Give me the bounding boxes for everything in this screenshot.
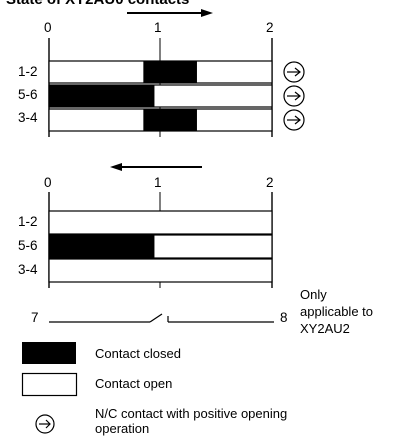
upper-tick-0: 0 (44, 20, 52, 35)
lower-direction-arrowhead (110, 163, 122, 171)
legend-positive-line-2: operation (95, 421, 150, 436)
diagram-title: State of XY2AU0 contacts (6, 0, 189, 8)
lower-row-label-5-6: 5-6 (18, 238, 38, 253)
upper-row-label-3-4: 3-4 (18, 110, 38, 125)
lower-timing-chart (48, 163, 273, 288)
upper-row-3-4-closed-0 (143, 109, 197, 131)
upper-direction-arrowhead (201, 9, 213, 17)
upper-row-1-2-positive-icon (283, 61, 305, 83)
upper-row-label-1-2: 1-2 (18, 64, 38, 79)
upper-row-5-6-closed-0 (49, 85, 155, 107)
upper-row-1-2-closed-0 (143, 61, 197, 83)
legend-graphics (21, 342, 78, 434)
switch-note-line-1: Only (300, 287, 327, 302)
upper-row-5-6-positive-icon (283, 85, 305, 107)
lower-tick-0: 0 (44, 175, 52, 190)
legend-closed-label: Contact closed (95, 346, 181, 361)
upper-row-label-5-6: 5-6 (18, 87, 38, 102)
legend-closed-swatch (22, 342, 76, 364)
lower-row-label-3-4: 3-4 (18, 262, 38, 277)
lower-tick-2: 2 (266, 175, 274, 190)
switch-symbol (49, 313, 274, 323)
switch-note-line-2: applicable to (300, 304, 373, 319)
lower-row-3-4-bar (48, 258, 273, 283)
lower-row-1-2-bar (48, 210, 273, 235)
legend-positive-line-1: N/C contact with positive opening (95, 406, 288, 421)
terminal-7: 7 (31, 310, 39, 325)
upper-tick-1: 1 (154, 20, 162, 35)
upper-tick-2: 2 (266, 20, 274, 35)
lower-tick-1: 1 (154, 175, 162, 190)
upper-row-3-4-positive-icon (283, 109, 305, 131)
switch-note-line-3: XY2AU2 (300, 321, 350, 336)
terminal-8: 8 (280, 310, 288, 325)
legend-open-label: Contact open (95, 376, 173, 391)
lower-row-5-6-closed-0 (49, 235, 155, 258)
legend-positive-icon (35, 414, 55, 434)
upper-timing-chart (48, 9, 305, 137)
legend-open-swatch (21, 372, 78, 397)
switch-blade (149, 313, 163, 323)
lower-row-label-1-2: 1-2 (18, 214, 38, 229)
